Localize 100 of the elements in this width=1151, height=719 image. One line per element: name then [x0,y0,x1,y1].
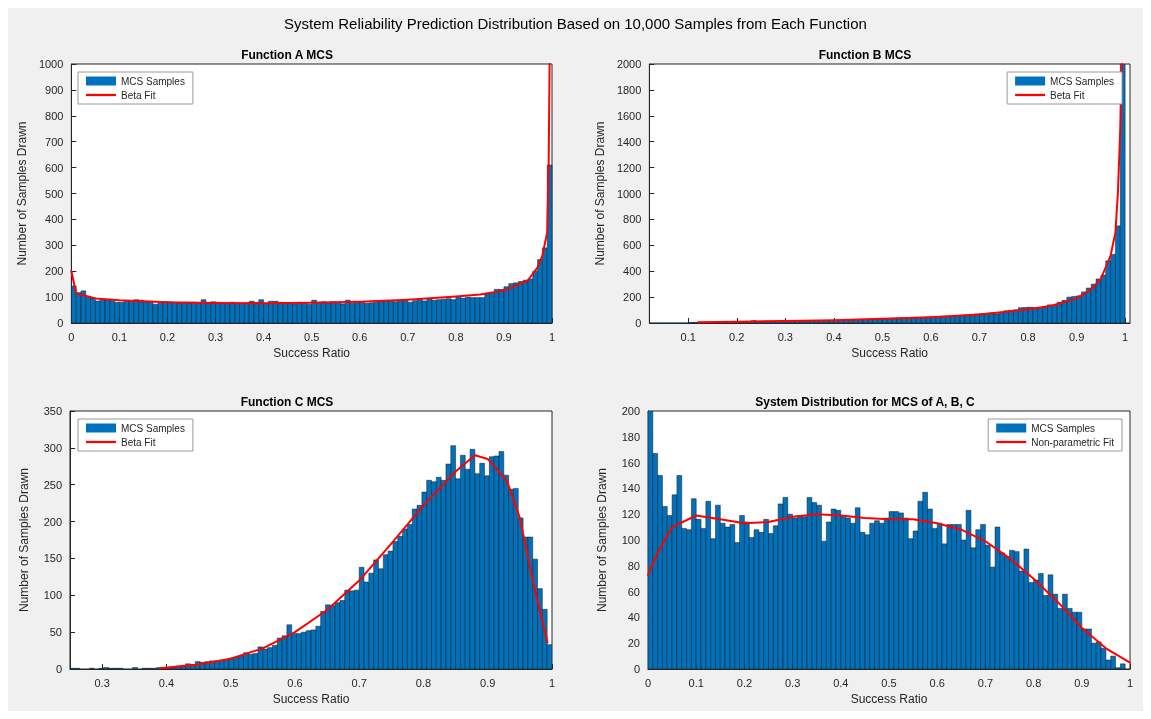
x-axis-title: Success Ratio [850,345,928,360]
x-tick-label: 0.5 [880,676,897,689]
y-axis-title: Number of Samples Drawn [15,121,29,266]
y-tick-label: 400 [622,265,641,278]
x-tick-label: 0.1 [680,330,696,343]
y-tick-label: 500 [45,187,64,200]
x-tick-label: 0 [644,676,651,689]
x-tick-label: 0.4 [832,676,848,689]
y-tick-label: 0 [55,663,62,675]
x-tick-label: 1 [548,330,556,343]
y-tick-label: 80 [627,559,640,572]
y-tick-label: 300 [43,441,62,454]
x-tick-label: 0.6 [922,330,939,343]
y-tick-label: 250 [43,478,62,491]
y-tick-label: 800 [622,213,641,226]
y-tick-label: 400 [45,213,64,226]
x-tick-label: 0.7 [971,330,987,343]
y-tick-label: 1000 [38,58,64,70]
y-tick-label: 2000 [616,58,641,70]
x-tick-label: 0.5 [874,330,890,343]
y-tick-label: 200 [45,265,64,278]
legend-label: MCS Samples [1030,422,1095,434]
x-tick-label: 0.9 [480,676,496,689]
x-tick-label: 0.3 [777,330,793,343]
x-tick-label: 0.4 [158,676,175,689]
x-tick-label: 0.7 [351,676,367,689]
legend-label: MCS Samples [121,75,185,87]
y-tick-label: 180 [621,430,640,443]
y-axis-title: Number of Samples Drawn [592,121,607,266]
y-tick-label: 1200 [616,161,641,174]
x-tick-label: 1 [1126,676,1133,689]
y-tick-label: 20 [627,637,640,650]
x-tick-label: 0.9 [1073,676,1089,689]
legend-label: Non-parametric Fit [1030,436,1114,448]
x-tick-label: 0.1 [111,330,128,343]
x-tick-label: 0.4 [255,330,272,343]
y-tick-label: 900 [45,83,64,96]
y-tick-label: 160 [621,456,640,469]
y-tick-label: 1600 [616,109,641,122]
y-tick-label: 50 [49,626,62,639]
y-tick-label: 100 [43,589,62,602]
y-tick-label: 200 [622,291,641,304]
y-tick-label: 800 [45,109,64,122]
x-tick-label: 0.4 [825,330,841,343]
chart-title: Function A MCS [241,48,333,62]
y-tick-label: 350 [43,405,62,417]
y-tick-label: 60 [627,585,640,598]
legend-label: MCS Samples [1049,75,1114,87]
chart-title: Function B MCS [818,48,911,62]
x-axis-title: Success Ratio [272,691,350,706]
x-tick-label: 0 [68,330,75,343]
x-tick-label: 0.3 [784,676,800,689]
x-axis-title: Success Ratio [850,691,928,706]
x-tick-label: 0.8 [1025,676,1041,689]
y-tick-label: 300 [45,239,64,252]
x-tick-label: 0.5 [304,330,320,343]
legend-label: MCS Samples [121,422,185,434]
legend-label: Beta Fit [1049,89,1085,101]
x-tick-label: 0.8 [415,676,432,689]
y-tick-label: 1800 [616,83,641,96]
y-tick-label: 600 [622,239,641,252]
y-tick-label: 700 [45,135,64,148]
x-tick-label: 0.6 [352,330,368,343]
x-tick-label: 0.3 [207,330,224,343]
chart-title: System Distribution for MCS of A, B, C [754,395,975,409]
y-tick-label: 1400 [616,135,641,148]
x-tick-label: 0.2 [728,330,744,343]
y-tick-label: 0 [57,317,64,329]
x-tick-label: 1 [1121,330,1128,343]
x-tick-label: 0.9 [1068,330,1084,343]
x-tick-label: 0.1 [688,676,704,689]
y-tick-label: 140 [621,482,640,495]
x-tick-label: 0.2 [736,676,752,689]
x-tick-label: 0.8 [1019,330,1036,343]
text: System Reliability Prediction Distribution Based on 10,000 Samples from Each Function [284,14,867,32]
x-tick-label: 0.8 [448,330,464,343]
y-tick-label: 40 [627,611,640,624]
x-tick-label: 0.6 [287,676,303,689]
legend-label: Beta Fit [121,436,156,448]
x-tick-label: 1 [548,676,556,689]
y-tick-label: 100 [45,291,64,304]
y-tick-label: 0 [633,663,640,675]
chart-title: Function C MCS [240,395,334,409]
x-tick-label: 0.7 [400,330,416,343]
y-tick-label: 150 [43,552,62,565]
x-tick-label: 0.7 [977,676,993,689]
legend-label: Beta Fit [121,89,156,101]
x-tick-label: 0.9 [496,330,512,343]
y-tick-label: 200 [621,405,640,417]
x-tick-label: 0.3 [94,676,110,689]
x-axis-title: Success Ratio [273,345,351,360]
y-tick-label: 0 [634,317,641,329]
y-tick-label: 120 [621,508,640,521]
y-axis-title: Number of Samples Drawn [594,467,609,613]
x-tick-label: 0.6 [929,676,945,689]
y-tick-label: 600 [45,161,64,174]
y-tick-label: 1000 [616,187,641,200]
y-axis-title: Number of Samples Drawn [17,467,31,613]
y-tick-label: 200 [43,515,62,528]
x-tick-label: 0.5 [223,676,239,689]
